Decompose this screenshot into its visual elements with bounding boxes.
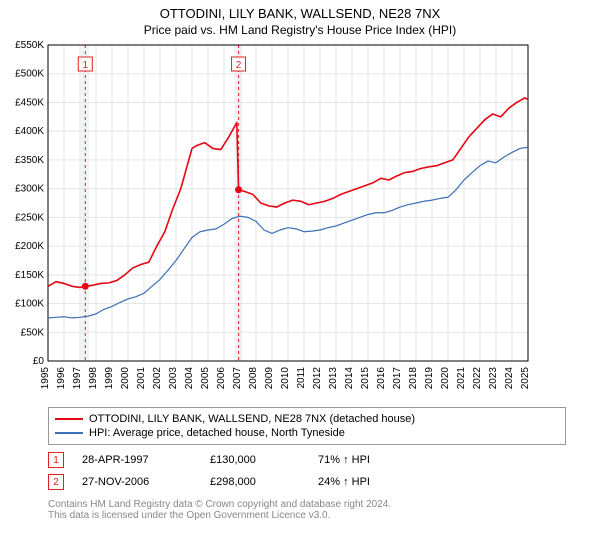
svg-text:2006: 2006 — [216, 367, 227, 390]
legend-row: OTTODINI, LILY BANK, WALLSEND, NE28 7NX … — [55, 412, 559, 426]
footer-attribution: Contains HM Land Registry data © Crown c… — [48, 499, 566, 521]
chart-title: OTTODINI, LILY BANK, WALLSEND, NE28 7NX — [0, 6, 600, 21]
transaction-marker: 1 — [48, 452, 64, 468]
svg-text:£450K: £450K — [15, 97, 44, 108]
svg-text:2007: 2007 — [232, 367, 243, 390]
svg-text:£150K: £150K — [15, 270, 44, 281]
svg-text:1999: 1999 — [104, 367, 115, 390]
svg-text:2000: 2000 — [120, 367, 131, 390]
svg-text:2005: 2005 — [200, 367, 211, 390]
svg-text:£250K: £250K — [15, 212, 44, 223]
svg-text:2009: 2009 — [264, 367, 275, 390]
svg-text:2021: 2021 — [456, 367, 467, 390]
svg-text:£350K: £350K — [15, 155, 44, 166]
transaction-price: £130,000 — [210, 454, 300, 466]
svg-text:2022: 2022 — [472, 367, 483, 390]
svg-text:2014: 2014 — [344, 367, 355, 390]
transactions-table: 1 28-APR-1997 £130,000 71% ↑ HPI 2 27-NOV-200… — [48, 449, 566, 493]
svg-text:£0: £0 — [33, 356, 45, 367]
svg-text:2002: 2002 — [152, 367, 163, 390]
svg-text:2004: 2004 — [184, 367, 195, 390]
svg-text:1: 1 — [82, 60, 88, 71]
svg-text:£200K: £200K — [15, 241, 44, 252]
transaction-price: £298,000 — [210, 476, 300, 488]
svg-text:2016: 2016 — [376, 367, 387, 390]
legend: OTTODINI, LILY BANK, WALLSEND, NE28 7NX … — [48, 407, 566, 445]
svg-text:2020: 2020 — [440, 367, 451, 390]
footer-line-2: This data is licensed under the Open Gov… — [48, 510, 566, 521]
legend-row: HPI: Average price, detached house, Nort… — [55, 426, 559, 440]
svg-text:1998: 1998 — [88, 367, 99, 390]
legend-label: HPI: Average price, detached house, Nort… — [89, 427, 345, 439]
svg-text:2019: 2019 — [424, 367, 435, 390]
transaction-delta: 71% ↑ HPI — [318, 454, 370, 466]
svg-text:£300K: £300K — [15, 184, 44, 195]
line-chart-svg: £0 £50K £100K £150K £200K £250K £300K £350K £400… — [0, 41, 540, 401]
svg-text:2012: 2012 — [312, 367, 323, 390]
svg-text:2010: 2010 — [280, 367, 291, 390]
svg-text:1995: 1995 — [40, 367, 51, 390]
svg-text:2: 2 — [236, 60, 242, 71]
svg-text:£50K: £50K — [21, 327, 45, 338]
svg-text:1996: 1996 — [56, 367, 67, 390]
svg-text:2011: 2011 — [296, 367, 307, 389]
transaction-date: 28-APR-1997 — [82, 454, 192, 466]
legend-label: OTTODINI, LILY BANK, WALLSEND, NE28 7NX … — [89, 413, 415, 425]
svg-text:£500K: £500K — [15, 69, 44, 80]
svg-text:2013: 2013 — [328, 367, 339, 390]
transaction-row: 1 28-APR-1997 £130,000 71% ↑ HPI — [48, 449, 566, 471]
svg-text:2015: 2015 — [360, 367, 371, 390]
svg-text:£400K: £400K — [15, 126, 44, 137]
chart-subtitle: Price paid vs. HM Land Registry's House … — [0, 23, 600, 37]
svg-text:2003: 2003 — [168, 367, 179, 390]
transaction-delta: 24% ↑ HPI — [318, 476, 370, 488]
svg-text:2025: 2025 — [520, 367, 531, 390]
svg-text:£550K: £550K — [15, 41, 44, 51]
svg-text:2023: 2023 — [488, 367, 499, 390]
transaction-row: 2 27-NOV-2006 £298,000 24% ↑ HPI — [48, 471, 566, 493]
transaction-marker: 2 — [48, 474, 64, 490]
svg-text:£100K: £100K — [15, 299, 44, 310]
transaction-date: 27-NOV-2006 — [82, 476, 192, 488]
footer-line-1: Contains HM Land Registry data © Crown c… — [48, 499, 566, 510]
svg-text:2008: 2008 — [248, 367, 259, 390]
legend-swatch — [55, 432, 83, 434]
svg-text:2017: 2017 — [392, 367, 403, 390]
svg-text:2018: 2018 — [408, 367, 419, 390]
svg-text:1997: 1997 — [72, 367, 83, 390]
legend-swatch — [55, 418, 83, 420]
svg-text:2024: 2024 — [504, 367, 515, 390]
chart-area: £0 £50K £100K £150K £200K £250K £300K £350K £400… — [0, 41, 600, 401]
svg-text:2001: 2001 — [136, 367, 147, 390]
